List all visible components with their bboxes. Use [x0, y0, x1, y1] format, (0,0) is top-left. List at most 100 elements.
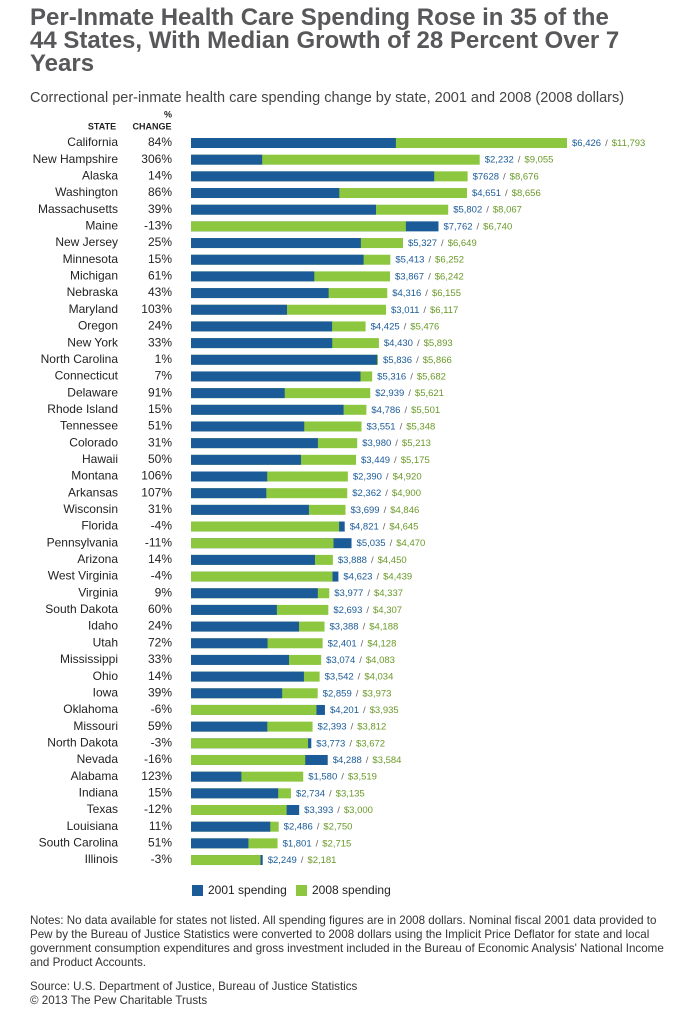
value-label: $5,682 [417, 371, 446, 382]
change-label: -12% [144, 802, 172, 816]
value-label: $3,542 /$4,034 [325, 671, 394, 682]
value-label: $4,034 [364, 671, 393, 682]
value-label: $2,939 [375, 388, 404, 399]
value-label: $5,035 /$4,470 [357, 538, 426, 549]
value-label: $4,128 [367, 638, 396, 649]
value-label: $3,000 [344, 805, 373, 816]
value-label: $3,551 /$5,348 [367, 421, 436, 432]
label-separator: / [394, 454, 397, 465]
change-label: 39% [148, 685, 172, 699]
column-header: % [164, 109, 172, 119]
notes: Notes: No data available for states not … [30, 914, 664, 969]
state-label: Connecticut [55, 369, 119, 383]
value-label: $5,348 [406, 421, 435, 432]
bar [191, 538, 334, 549]
change-label: 72% [148, 635, 172, 649]
value-label: $4,786 [371, 404, 400, 415]
change-label: 306% [141, 152, 172, 166]
label-separator: / [351, 721, 354, 732]
value-label: $2,249 /$2,181 [268, 855, 337, 866]
value-label: $5,836 [383, 354, 412, 365]
value-label: $3,393 [304, 805, 333, 816]
bar [191, 788, 279, 799]
value-label: $3,977 [334, 588, 363, 599]
value-label: $4,900 [392, 488, 421, 499]
label-separator: / [385, 488, 388, 499]
bar [191, 421, 305, 432]
change-label: -4% [151, 519, 173, 533]
state-label: Mississippi [60, 652, 118, 666]
value-label: $3,519 [348, 771, 377, 782]
label-separator: / [317, 821, 320, 832]
change-label: 103% [141, 302, 172, 316]
value-label: $6,155 [432, 288, 461, 299]
label-separator: / [329, 788, 332, 799]
bar [191, 388, 285, 399]
state-label: Oregon [78, 319, 118, 333]
bar [191, 138, 396, 148]
bar [191, 604, 277, 615]
label-separator: / [486, 204, 489, 215]
value-label: $4,430 / $5,893 [384, 338, 453, 349]
bar [191, 688, 283, 699]
value-label: $3,393 / $3,000 [304, 805, 373, 816]
change-label: 15% [148, 252, 172, 266]
value-label: $5,802 [453, 204, 482, 215]
legend-swatch [296, 885, 307, 896]
state-label: California [67, 135, 118, 149]
value-label: $2,486 /$2,750 [284, 821, 353, 832]
value-label: $1,580 [308, 771, 337, 782]
bar [191, 838, 249, 849]
bar [191, 588, 318, 599]
value-label: $3,672 [356, 738, 385, 749]
value-label: $5,213 [402, 438, 431, 449]
value-label: $8,656 [512, 188, 541, 199]
state-label: Pennsylvania [47, 535, 119, 549]
value-label: $2,693 / $4,307 [333, 604, 402, 615]
bar [191, 221, 406, 232]
value-label: $4,920 [393, 471, 422, 482]
bar [191, 771, 304, 782]
value-label: $4,201 / $3,935 [330, 704, 399, 715]
label-separator: / [404, 404, 407, 415]
label-separator: / [518, 154, 521, 165]
value-label: $2,393 /$3,812 [318, 721, 387, 732]
change-label: 14% [148, 169, 172, 183]
value-label: $4,846 [390, 504, 419, 515]
bar [191, 288, 329, 299]
bar [191, 671, 304, 682]
value-label: $6,252 [435, 254, 464, 265]
value-label: $3,977 / $4,337 [334, 588, 403, 599]
change-label: 86% [148, 185, 172, 199]
legend-label: 2001 spending [208, 883, 287, 897]
value-label: $1,801 [283, 838, 312, 849]
state-label: South Dakota [45, 602, 118, 616]
value-label: $4,450 [378, 554, 407, 565]
bar [191, 321, 333, 332]
value-label: $7628 [473, 171, 499, 182]
value-label: $3,980 [362, 438, 391, 449]
change-label: 33% [148, 652, 172, 666]
change-label: 24% [148, 619, 172, 633]
value-label: $3,888 / $4,450 [338, 554, 407, 565]
value-label: $3,449 / $5,175 [361, 454, 430, 465]
bar [191, 471, 268, 482]
value-label: $1,580 / $3,519 [308, 771, 377, 782]
state-label: Missouri [73, 719, 118, 733]
state-label: Nebraska [67, 285, 119, 299]
change-label: 14% [148, 552, 172, 566]
label-separator: / [367, 588, 370, 599]
state-label: Alabama [71, 769, 119, 783]
value-label: $4,651 / $8,656 [472, 188, 541, 199]
source: Source: U.S. Department of Justice, Bure… [30, 980, 358, 993]
state-label: Illinois [85, 852, 118, 866]
state-label: Virginia [78, 585, 118, 599]
bar [191, 638, 268, 649]
value-label: $11,793 [612, 138, 646, 149]
label-separator: / [349, 738, 352, 749]
state-label: Rhode Island [47, 402, 118, 416]
bar [191, 154, 263, 165]
label-separator: / [605, 138, 608, 149]
change-label: 11% [149, 819, 172, 833]
